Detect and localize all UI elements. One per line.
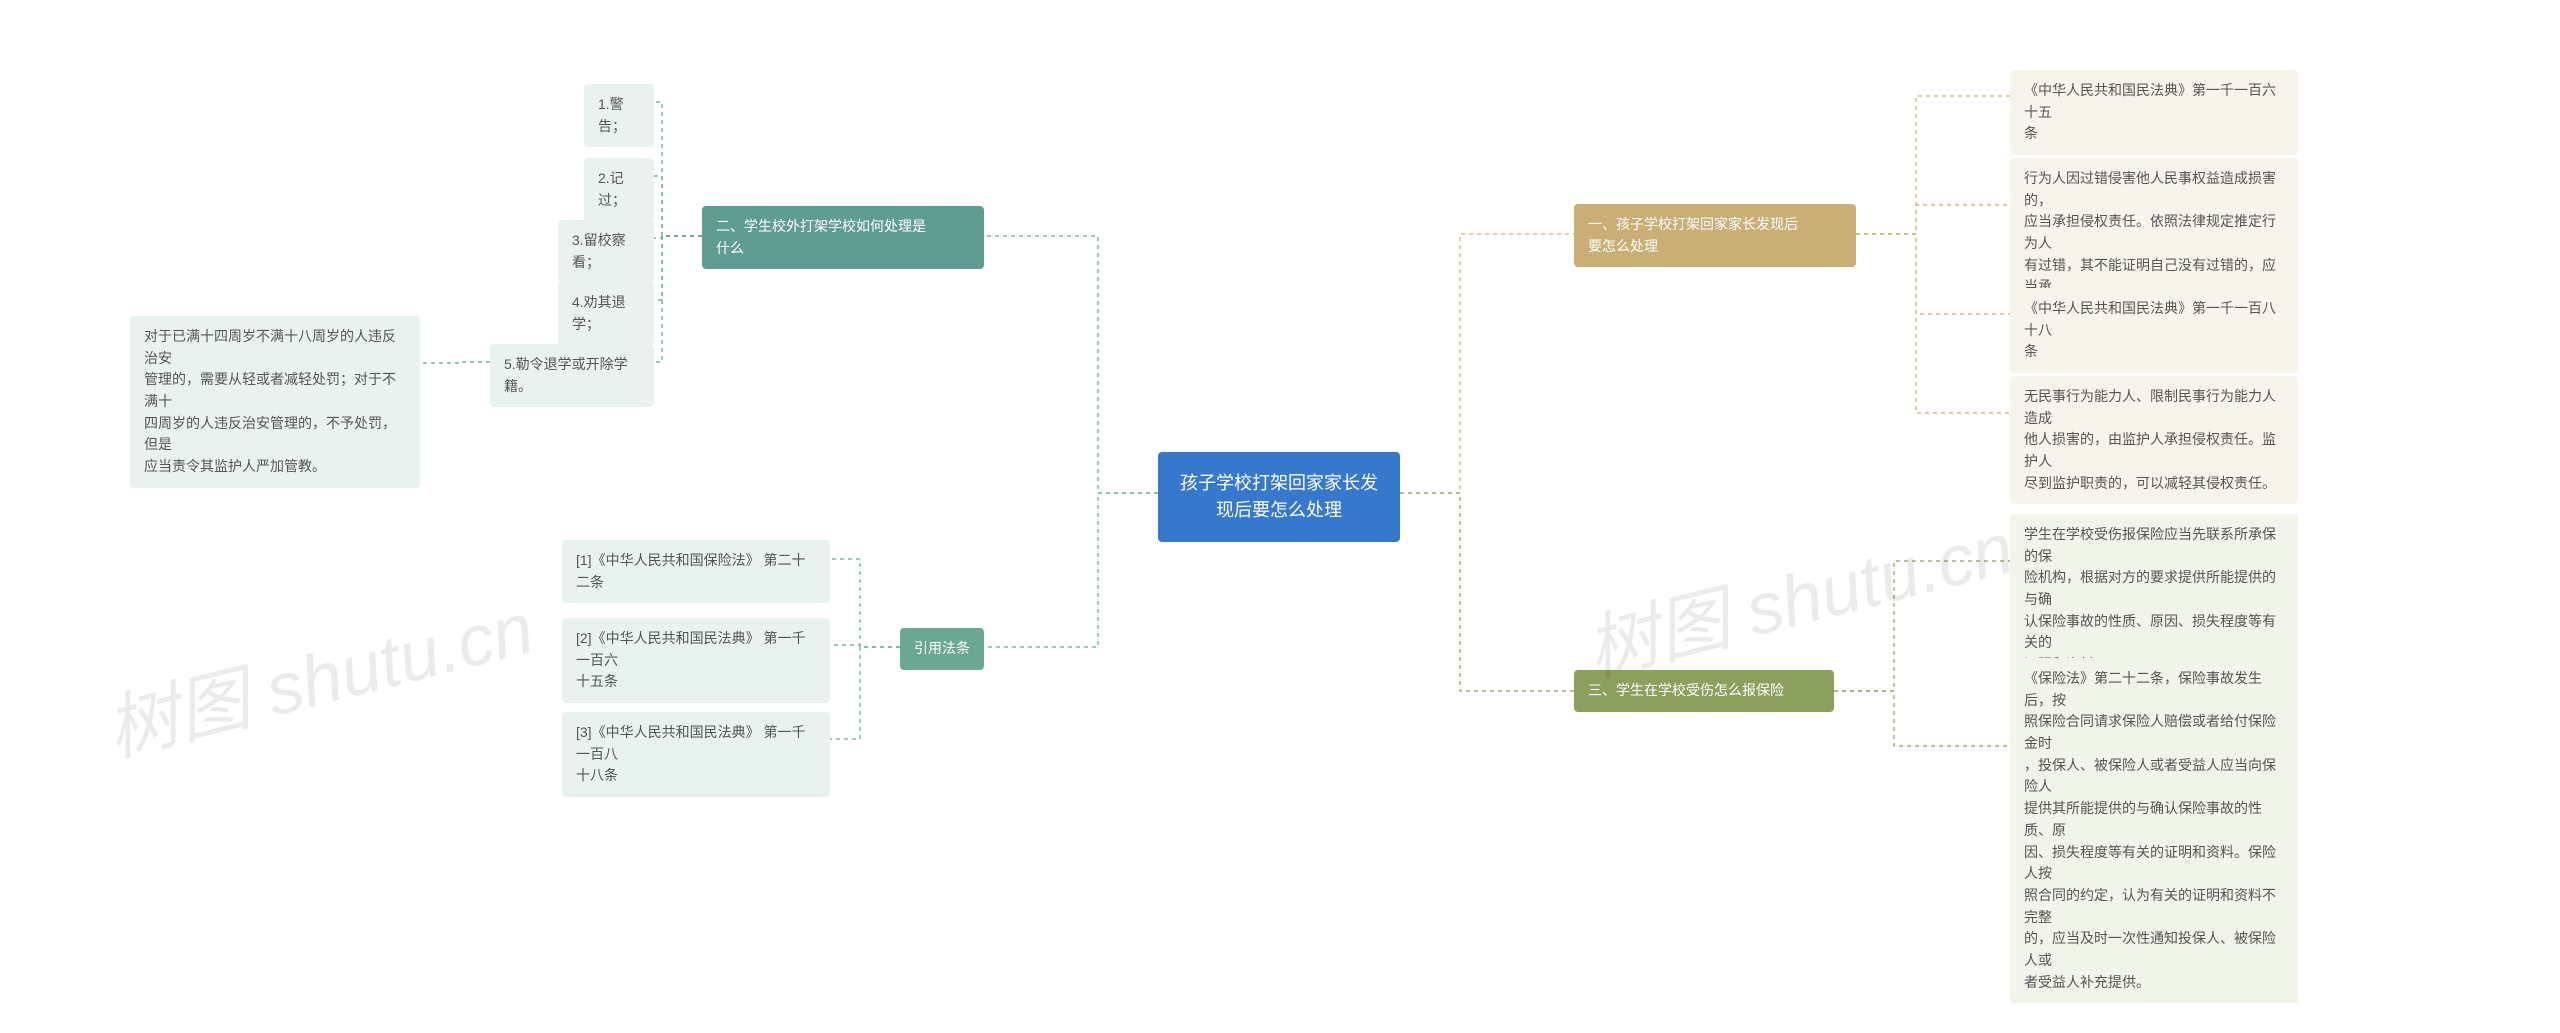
leaf-l1-2-text: 3.留校察看； xyxy=(572,232,626,270)
leaf-l1-0: 1.警告； xyxy=(584,84,654,147)
leaf-r2-1-text: 《保险法》第二十二条，保险事故发生后，按照保险合同请求保险人赔偿或者给付保险金时… xyxy=(2024,670,2276,990)
watermark-1: 树图 shutu.cn xyxy=(94,569,543,776)
leaf-l1-1: 2.记过； xyxy=(584,158,654,221)
branch-r2: 三、学生在学校受伤怎么报保险 xyxy=(1574,670,1834,712)
branch-l1: 二、学生校外打架学校如何处理是什么 xyxy=(702,206,984,269)
leaf-r1-3: 无民事行为能力人、限制民事行为能力人造成他人损害的，由监护人承担侵权责任。监护人… xyxy=(2010,376,2298,504)
leaf-l1-2: 3.留校察看； xyxy=(558,220,654,283)
watermark-2: 树图 shutu.cn xyxy=(1574,489,2023,696)
leaf-l2-1-text: [2]《中华人民共和国民法典》 第一千一百六十五条 xyxy=(576,630,805,689)
root-text: 孩子学校打架回家家长发现后要怎么处理 xyxy=(1180,473,1378,520)
branch-r1: 一、孩子学校打架回家家长发现后要怎么处理 xyxy=(1574,204,1856,267)
leaf-l2-0-text: [1]《中华人民共和国保险法》 第二十二条 xyxy=(576,552,805,590)
leaf-l2-2: [3]《中华人民共和国民法典》 第一千一百八十八条 xyxy=(562,712,830,797)
leaf-l1-4-text: 5.勒令退学或开除学籍。 xyxy=(504,356,628,394)
leaf-r1-0: 《中华人民共和国民法典》第一千一百六十五条 xyxy=(2010,70,2298,155)
branch-l2: 引用法条 xyxy=(900,628,984,670)
leaf-l1-0-text: 1.警告； xyxy=(598,96,626,134)
leaf-l1-1-text: 2.记过； xyxy=(598,170,626,208)
leaf-l2-0: [1]《中华人民共和国保险法》 第二十二条 xyxy=(562,540,830,603)
leaf-l2-2-text: [3]《中华人民共和国民法典》 第一千一百八十八条 xyxy=(576,724,805,783)
leaf-l1-4: 5.勒令退学或开除学籍。 xyxy=(490,344,654,407)
leaf-r1-2-text: 《中华人民共和国民法典》第一千一百八十八条 xyxy=(2024,300,2276,359)
leaf-r1-0-text: 《中华人民共和国民法典》第一千一百六十五条 xyxy=(2024,82,2276,141)
branch-r2-label: 三、学生在学校受伤怎么报保险 xyxy=(1588,682,1784,698)
leaf-l2-1: [2]《中华人民共和国民法典》 第一千一百六十五条 xyxy=(562,618,830,703)
leaf-r1-2: 《中华人民共和国民法典》第一千一百八十八条 xyxy=(2010,288,2298,373)
root-node: 孩子学校打架回家家长发现后要怎么处理 xyxy=(1158,452,1400,542)
branch-l2-label: 引用法条 xyxy=(914,640,970,656)
leaf-r2-0-text: 学生在学校受伤报保险应当先联系所承保的保险机构，根据对方的要求提供所能提供的与确… xyxy=(2024,526,2276,672)
leaf-r1-3-text: 无民事行为能力人、限制民事行为能力人造成他人损害的，由监护人承担侵权责任。监护人… xyxy=(2024,388,2276,491)
leaf-l1-4-child: 对于已满十四周岁不满十八周岁的人违反治安管理的，需要从轻或者减轻处罚；对于不满十… xyxy=(130,316,420,488)
branch-r1-label: 一、孩子学校打架回家家长发现后要怎么处理 xyxy=(1588,216,1798,254)
watermark-2-text: 树图 shutu.cn xyxy=(1579,508,2022,691)
branch-l1-label: 二、学生校外打架学校如何处理是什么 xyxy=(716,218,926,256)
leaf-r2-1: 《保险法》第二十二条，保险事故发生后，按照保险合同请求保险人赔偿或者给付保险金时… xyxy=(2010,658,2298,1003)
leaf-l1-4-child-text: 对于已满十四周岁不满十八周岁的人违反治安管理的，需要从轻或者减轻处罚；对于不满十… xyxy=(144,328,396,474)
leaf-l1-3: 4.劝其退学； xyxy=(558,282,654,345)
watermark-1-text: 树图 shutu.cn xyxy=(99,588,542,771)
leaf-l1-3-text: 4.劝其退学； xyxy=(572,294,626,332)
